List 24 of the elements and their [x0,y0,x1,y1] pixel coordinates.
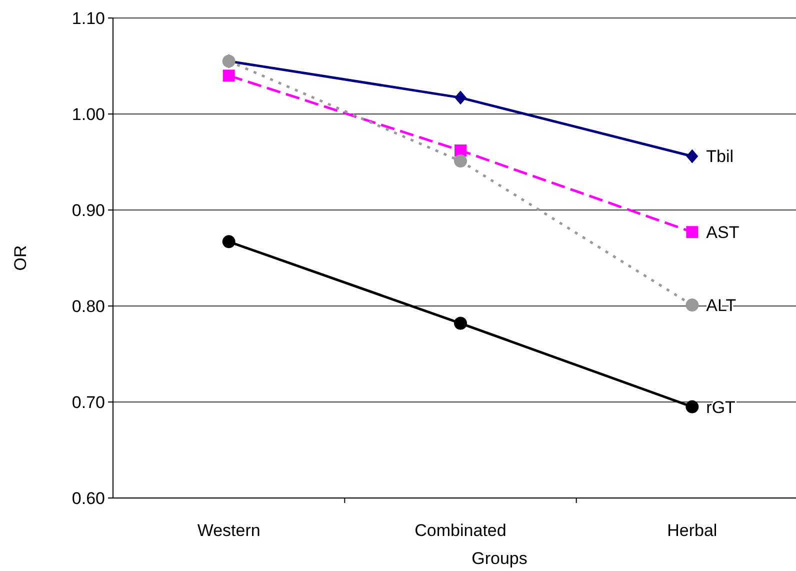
x-tick-label: Herbal [667,521,718,540]
point [686,149,698,164]
point [454,144,466,156]
point [686,226,698,238]
x-tick-label: Combinated [414,521,506,540]
point [222,235,236,248]
point [454,154,467,168]
x-axis-title: Groups [472,549,528,568]
point [686,298,699,312]
y-tick-label: 0.80 [72,296,105,316]
y-tick-label: 0.90 [72,200,105,220]
point [222,70,235,82]
series-label: AST [706,223,740,242]
y-tick-label: 0.60 [72,488,105,508]
y-tick-label: 1.00 [72,104,105,124]
point [454,316,467,330]
y-tick-label: 1.10 [72,8,105,28]
series-label: rGT [706,398,736,417]
point [454,90,466,105]
point [686,400,699,414]
series-label: Tbil [706,147,734,166]
x-tick-label: Western [197,521,260,540]
y-tick-label: 0.70 [72,392,105,412]
y-axis-title: OR [11,245,30,271]
